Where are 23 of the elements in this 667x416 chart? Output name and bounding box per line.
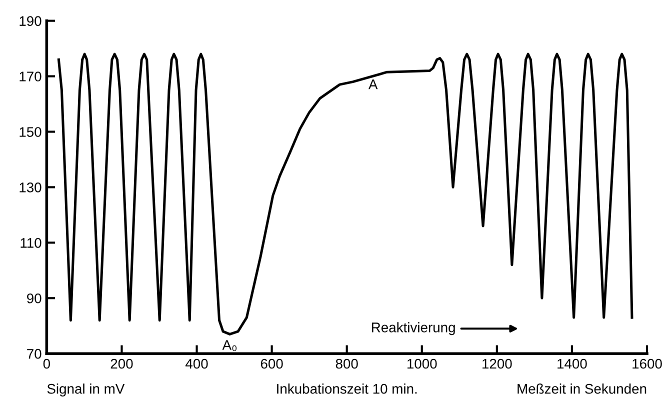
y-tick-label: 130 [20,182,42,192]
x-tick-label: 600 [260,358,283,369]
x-tick-label: 1400 [558,358,587,369]
x-tick-label: 200 [110,358,133,369]
text: Inkubationszeit 10 min. [277,384,417,394]
x-tick-label: 1000 [407,358,437,369]
x-tick-label: 1200 [482,358,512,369]
x-tick-label: 0 [43,358,50,369]
y-tick-label: 110 [20,238,42,248]
y-tick-label: 190 [20,16,42,26]
x-tick-label: 800 [336,358,358,369]
annotation: A [368,80,378,90]
x-tick-label: 1600 [632,358,662,369]
annotation: A₀ [222,340,237,352]
annotation: Reaktivierung [372,322,455,336]
line-series [57,52,634,336]
y-tick-label: 170 [20,72,42,82]
y-tick-label: 70 [27,348,42,359]
x-tick-label: 400 [186,358,208,369]
x-axis-title: Meßzeit in Sekunden [518,384,646,394]
y-tick-label: 150 [20,127,42,137]
y-tick-label: 90 [27,293,42,304]
text: Signal in mV [47,384,125,396]
